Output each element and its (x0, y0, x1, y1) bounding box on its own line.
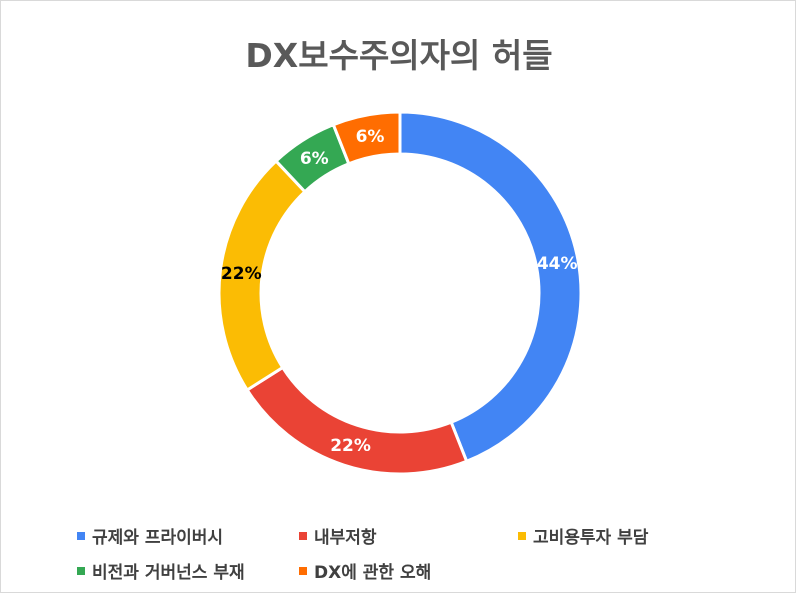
legend-swatch (518, 531, 526, 540)
slice-dx-misunderstanding (331, 110, 402, 166)
data-label-regulation-privacy: 44% (537, 254, 578, 274)
data-label-vision-governance: 6% (300, 149, 329, 169)
slice-regulation-privacy (398, 110, 583, 464)
legend-item-internal-resistance: 내부저항 (299, 523, 377, 548)
legend-swatch (77, 566, 85, 575)
legend-label: 내부저항 (314, 528, 377, 548)
slice-internal-resistance (245, 365, 469, 476)
legend-label: 고비용투자 부담 (533, 528, 649, 548)
legend-item-dx-misunderstanding: DX에 관한 오해 (299, 558, 431, 583)
legend-swatch (77, 531, 85, 540)
legend-label: DX에 관한 오해 (314, 563, 432, 583)
data-label-high-cost-investment: 22% (221, 264, 262, 284)
legend-swatch (299, 531, 307, 540)
legend-label: 규제와 프라이버시 (92, 528, 224, 548)
legend-label: 비전과 거버넌스 부재 (92, 563, 245, 583)
data-label-dx-misunderstanding: 6% (356, 127, 385, 147)
data-label-internal-resistance: 22% (330, 436, 371, 456)
legend-item-regulation-privacy: 규제와 프라이버시 (77, 523, 223, 548)
legend-item-vision-governance: 비전과 거버넌스 부재 (77, 558, 245, 583)
chart-title: DX보수주의자의 허들 (245, 36, 553, 75)
legend-swatch (299, 566, 307, 575)
legend-item-high-cost-investment: 고비용투자 부담 (518, 523, 648, 548)
